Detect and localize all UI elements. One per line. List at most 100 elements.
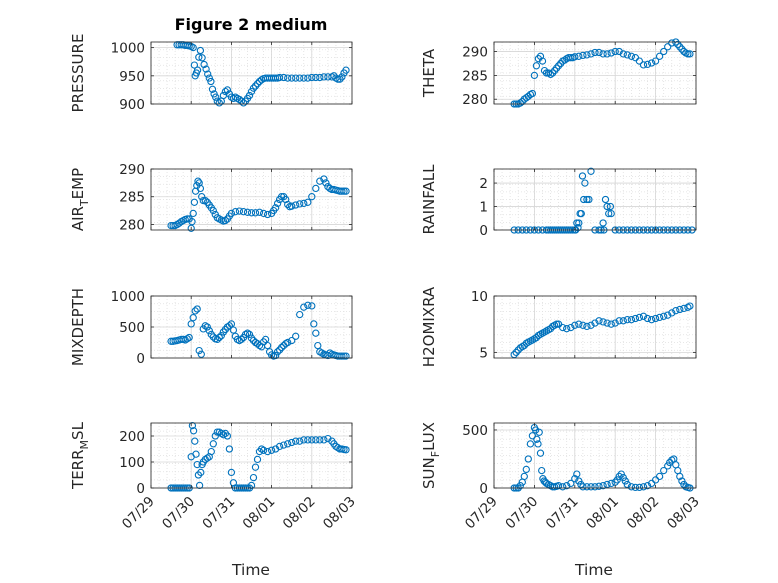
data-point bbox=[196, 46, 205, 55]
data-point bbox=[599, 219, 607, 227]
data-point bbox=[607, 49, 615, 57]
data-point bbox=[587, 321, 595, 329]
data-point bbox=[587, 50, 595, 58]
axes-box bbox=[150, 422, 353, 489]
data-point bbox=[575, 219, 583, 227]
y-tick-label: 900 bbox=[119, 97, 145, 113]
data-point bbox=[579, 483, 587, 491]
data-point bbox=[607, 320, 615, 328]
data-point bbox=[308, 193, 316, 201]
data-point bbox=[546, 70, 555, 79]
x-axis-label-right: Time bbox=[574, 561, 613, 579]
data-point bbox=[235, 207, 244, 215]
data-point bbox=[516, 99, 524, 107]
data-point bbox=[623, 316, 631, 324]
x-tick-label: 08/01 bbox=[583, 494, 622, 533]
data-point bbox=[575, 320, 583, 328]
data-point bbox=[678, 45, 686, 53]
data-point bbox=[627, 52, 636, 60]
data-point bbox=[284, 440, 292, 448]
data-point bbox=[318, 349, 326, 357]
data-point bbox=[189, 314, 197, 322]
data-point bbox=[619, 317, 627, 325]
x-tick-label: 07/31 bbox=[199, 494, 238, 533]
y-tick-label: 1000 bbox=[111, 41, 145, 57]
data-point bbox=[169, 221, 177, 230]
data-point bbox=[198, 54, 206, 62]
data-point bbox=[522, 465, 530, 474]
data-point bbox=[563, 325, 571, 333]
data-point bbox=[200, 60, 208, 69]
x-tick-label: 08/03 bbox=[664, 494, 703, 533]
data-point bbox=[664, 311, 672, 319]
data-point bbox=[619, 50, 627, 58]
y-tick-label: 0 bbox=[136, 351, 145, 367]
data-point bbox=[643, 314, 652, 323]
data-point bbox=[257, 445, 266, 453]
data-point bbox=[251, 209, 260, 217]
subplot-h2omixra: 5 10 H2OMIXRA bbox=[420, 286, 697, 367]
data-point bbox=[647, 316, 656, 324]
data-point bbox=[203, 323, 211, 331]
data-point bbox=[203, 454, 211, 462]
data-point bbox=[215, 333, 223, 342]
data-point bbox=[225, 322, 234, 330]
data-point bbox=[304, 198, 312, 206]
data-point bbox=[263, 210, 272, 219]
data-point bbox=[528, 89, 537, 98]
data-point bbox=[280, 441, 288, 449]
data-point bbox=[338, 73, 346, 81]
y-tick-label: 285 bbox=[462, 68, 488, 84]
data-point bbox=[322, 179, 330, 187]
data-point bbox=[631, 314, 640, 323]
data-point bbox=[580, 195, 588, 204]
data-point bbox=[678, 477, 686, 485]
data-point bbox=[312, 329, 320, 337]
y-tick-label: 290 bbox=[119, 162, 145, 178]
data-point bbox=[193, 460, 201, 469]
data-point bbox=[559, 483, 567, 491]
data-point bbox=[288, 74, 296, 82]
data-point bbox=[187, 320, 195, 328]
data-point bbox=[571, 475, 579, 483]
data-point bbox=[198, 193, 206, 201]
y-axis-label: AIRTEMP bbox=[69, 168, 91, 231]
data-point bbox=[205, 74, 213, 82]
data-point bbox=[340, 352, 348, 360]
data-point bbox=[617, 470, 625, 478]
data-point bbox=[296, 437, 304, 445]
data-point bbox=[686, 50, 694, 58]
data-point bbox=[591, 483, 599, 491]
data-point bbox=[259, 209, 268, 218]
data-point bbox=[533, 435, 541, 443]
data-point bbox=[639, 61, 648, 69]
data-point bbox=[603, 202, 611, 211]
data-point bbox=[189, 43, 197, 52]
data-point bbox=[191, 437, 199, 445]
y-tick-label: 500 bbox=[119, 320, 145, 336]
y-tick-label: 0 bbox=[479, 481, 488, 497]
data-point bbox=[512, 348, 520, 357]
subplot-mixdepth: 0 500 1000 MIXDEPTH bbox=[69, 288, 353, 367]
data-point bbox=[239, 208, 248, 216]
data-point bbox=[668, 309, 676, 317]
data-point bbox=[231, 208, 240, 216]
data-point bbox=[535, 428, 543, 436]
data-point bbox=[312, 436, 320, 444]
data-point bbox=[300, 436, 308, 444]
data-point bbox=[195, 346, 203, 355]
data-point bbox=[316, 436, 324, 444]
data-point bbox=[559, 323, 567, 332]
data-point bbox=[583, 483, 591, 491]
data-point bbox=[567, 54, 575, 62]
data-point bbox=[336, 75, 344, 83]
data-point bbox=[599, 50, 607, 58]
data-point bbox=[201, 196, 209, 205]
data-point bbox=[199, 196, 207, 205]
data-point bbox=[320, 73, 328, 81]
data-point bbox=[223, 86, 232, 94]
y-tick-label: 1000 bbox=[111, 289, 145, 305]
data-point bbox=[607, 479, 615, 488]
data-point bbox=[583, 51, 591, 59]
